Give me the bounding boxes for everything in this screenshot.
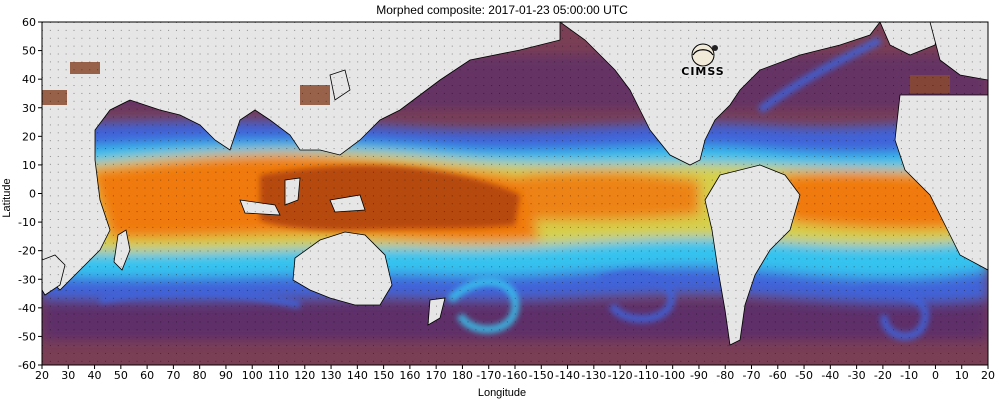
x-tick-label: 80 <box>193 369 207 382</box>
x-tick-label: -150 <box>529 369 554 382</box>
cimss-emblem-icon <box>691 43 718 67</box>
x-tick-label: -70 <box>743 369 761 382</box>
y-tick-label: 10 <box>22 159 36 172</box>
y-tick-label: 60 <box>22 16 36 29</box>
x-axis-label: Longitude <box>477 387 527 399</box>
x-tick-label: -110 <box>634 369 659 382</box>
y-tick-label: -20 <box>18 245 36 258</box>
cimss-logo-icon: CIMSS <box>675 42 731 78</box>
y-tick-label: 20 <box>22 130 36 143</box>
y-tick-label: -30 <box>18 273 36 286</box>
x-tick-label: 100 <box>242 369 263 382</box>
y-tick-label: -10 <box>18 216 36 229</box>
y-axis-label: Latitude <box>1 178 13 218</box>
y-tick-label: -60 <box>18 359 36 372</box>
x-tick-label: -130 <box>581 369 606 382</box>
x-tick-label: -50 <box>795 369 813 382</box>
x-tick-label: 170 <box>426 369 447 382</box>
x-tick-label: 90 <box>219 369 233 382</box>
x-tick-label: -20 <box>874 369 892 382</box>
x-tick-label: 180 <box>452 369 473 382</box>
x-tick-label: 10 <box>955 369 969 382</box>
map-title: Morphed composite: 2017-01-23 05:00:00 U… <box>376 3 628 17</box>
logo-text: CIMSS <box>681 65 725 78</box>
x-tick-label: 30 <box>61 369 75 382</box>
y-tick-label: 50 <box>22 45 36 58</box>
y-tick-label: -50 <box>18 330 36 343</box>
x-tick-label: -10 <box>900 369 918 382</box>
x-tick-label: 70 <box>166 369 180 382</box>
x-tick-label: 120 <box>294 369 315 382</box>
x-tick-label: -60 <box>769 369 787 382</box>
y-tick-label: 0 <box>29 188 36 201</box>
x-tick-label: 20 <box>35 369 49 382</box>
y-tick-label: 30 <box>22 102 36 115</box>
x-tick-label: 40 <box>88 369 102 382</box>
y-tick-label: -40 <box>18 302 36 315</box>
x-tick-label: 110 <box>268 369 289 382</box>
x-tick-label: 20 <box>981 369 995 382</box>
x-tick-label: 150 <box>373 369 394 382</box>
x-tick-label: -120 <box>608 369 633 382</box>
x-tick-label: -100 <box>660 369 685 382</box>
y-tick-label: 40 <box>22 73 36 86</box>
x-tick-label: -90 <box>690 369 708 382</box>
y-axis-ticks: 60 50 40 30 20 10 0 -10 -20 -30 -40 -50 -60 <box>18 16 42 372</box>
x-tick-label: -170 <box>476 369 501 382</box>
x-tick-label: 140 <box>347 369 368 382</box>
x-tick-label: -40 <box>821 369 839 382</box>
x-tick-label: -160 <box>503 369 528 382</box>
x-axis-ticks: 20 30 40 50 60 70 80 90 100 110 120 130 140 150 160 170… <box>35 365 995 382</box>
x-tick-label: -140 <box>555 369 580 382</box>
x-tick-label: 0 <box>932 369 939 382</box>
x-tick-label: -30 <box>848 369 866 382</box>
x-tick-label: 60 <box>140 369 154 382</box>
x-tick-label: 130 <box>321 369 342 382</box>
water-vapor-field <box>42 22 988 365</box>
x-tick-label: 50 <box>114 369 128 382</box>
x-tick-label: -80 <box>716 369 734 382</box>
x-tick-label: 160 <box>399 369 420 382</box>
